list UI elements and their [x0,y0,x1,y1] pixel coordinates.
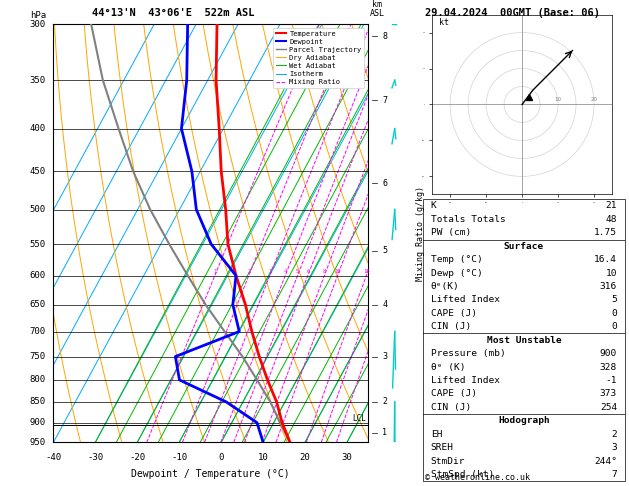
Text: 4: 4 [284,269,287,274]
Text: 700: 700 [30,327,46,336]
Text: 10: 10 [606,269,617,278]
Text: 16.4: 16.4 [594,255,617,264]
Text: 900: 900 [600,349,617,358]
Text: -10: -10 [171,453,187,462]
Text: kt: kt [439,18,449,27]
Text: 5: 5 [382,246,387,255]
Text: 2: 2 [382,398,387,406]
Text: Pressure (mb): Pressure (mb) [431,349,506,358]
Text: 850: 850 [30,398,46,406]
Text: 29.04.2024  00GMT (Base: 06): 29.04.2024 00GMT (Base: 06) [425,8,599,18]
Text: Most Unstable: Most Unstable [487,336,561,345]
Text: EH: EH [431,430,442,439]
Text: 10: 10 [555,97,562,102]
Text: Lifted Index: Lifted Index [431,376,500,385]
Text: StmDir: StmDir [431,456,465,466]
Text: CIN (J): CIN (J) [431,322,471,331]
Text: 350: 350 [30,76,46,85]
Text: 2: 2 [611,430,617,439]
Text: 48: 48 [606,215,617,224]
Text: 316: 316 [600,282,617,291]
Text: StmSpd (kt): StmSpd (kt) [431,470,494,479]
Text: 600: 600 [30,271,46,280]
Text: 6: 6 [382,179,387,188]
Text: -1: -1 [606,376,617,385]
Text: 244°: 244° [594,456,617,466]
Text: CIN (J): CIN (J) [431,403,471,412]
Text: -30: -30 [87,453,103,462]
Text: 3: 3 [382,352,387,361]
Text: 550: 550 [30,240,46,248]
Text: 950: 950 [30,438,46,447]
Text: 20: 20 [299,453,311,462]
Text: 750: 750 [30,352,46,361]
Text: CAPE (J): CAPE (J) [431,389,477,399]
Text: 1: 1 [213,269,216,274]
Text: 328: 328 [600,363,617,371]
Text: CAPE (J): CAPE (J) [431,309,477,318]
Text: 1: 1 [382,428,387,437]
Text: Dewp (°C): Dewp (°C) [431,269,482,278]
Text: 10: 10 [335,269,341,274]
Text: 16: 16 [363,269,370,274]
Text: 1.75: 1.75 [594,228,617,237]
Text: 800: 800 [30,376,46,384]
Text: 450: 450 [30,167,46,176]
Text: Hodograph: Hodograph [498,416,550,425]
Text: 300: 300 [30,20,46,29]
Text: θᵉ(K): θᵉ(K) [431,282,460,291]
Text: Mixing Ratio (g/kg): Mixing Ratio (g/kg) [416,186,425,281]
Text: 4: 4 [382,300,387,309]
Text: 500: 500 [30,205,46,214]
Text: LCL: LCL [352,414,366,422]
Text: 3: 3 [268,269,271,274]
Legend: Temperature, Dewpoint, Parcel Trajectory, Dry Adiabat, Wet Adiabat, Isotherm, Mi: Temperature, Dewpoint, Parcel Trajectory… [273,28,364,88]
Text: Temp (°C): Temp (°C) [431,255,482,264]
Text: 400: 400 [30,124,46,133]
Text: 900: 900 [30,418,46,427]
Text: 10: 10 [258,453,269,462]
Text: Dewpoint / Temperature (°C): Dewpoint / Temperature (°C) [131,469,290,479]
Text: -40: -40 [45,453,62,462]
Text: hPa: hPa [30,11,46,20]
Text: 30: 30 [342,453,352,462]
Text: 7: 7 [382,96,387,105]
Text: SREH: SREH [431,443,454,452]
Text: θᵉ (K): θᵉ (K) [431,363,465,371]
Text: 7: 7 [611,470,617,479]
Text: 254: 254 [600,403,617,412]
Text: 8: 8 [323,269,326,274]
Text: km
ASL: km ASL [370,0,385,18]
Text: 650: 650 [30,300,46,309]
Text: 8: 8 [382,32,387,41]
Text: K: K [431,202,437,210]
Text: -20: -20 [130,453,145,462]
Text: 2: 2 [247,269,250,274]
Text: PW (cm): PW (cm) [431,228,471,237]
Text: Surface: Surface [504,242,544,251]
Text: 3: 3 [611,443,617,452]
Text: © weatheronline.co.uk: © weatheronline.co.uk [425,473,530,482]
Text: 0: 0 [611,309,617,318]
Text: 0: 0 [218,453,224,462]
Text: Totals Totals: Totals Totals [431,215,506,224]
Text: 0: 0 [611,322,617,331]
Text: Lifted Index: Lifted Index [431,295,500,304]
Text: 6: 6 [306,269,309,274]
Text: 20: 20 [591,97,598,102]
Text: 5: 5 [296,269,299,274]
Text: 5: 5 [611,295,617,304]
Text: 373: 373 [600,389,617,399]
Text: 21: 21 [606,202,617,210]
Text: 44°13'N  43°06'E  522m ASL: 44°13'N 43°06'E 522m ASL [92,8,254,18]
